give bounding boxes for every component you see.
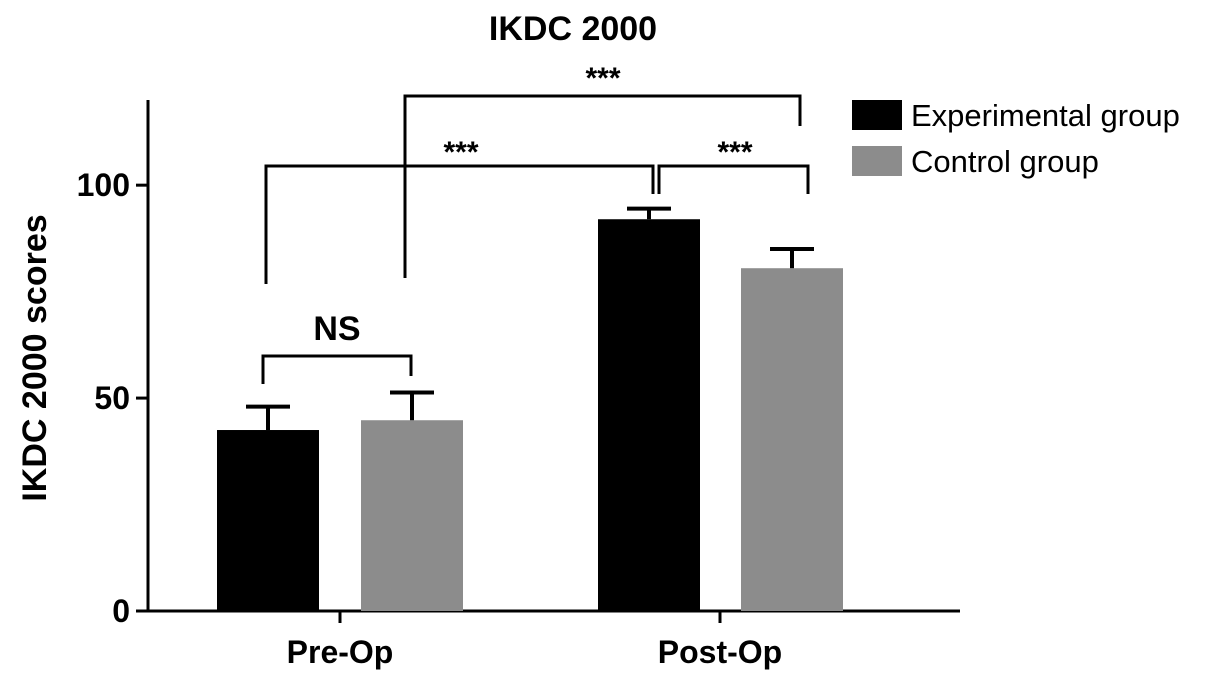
significance-label: *** xyxy=(443,136,478,169)
legend-swatch xyxy=(852,100,902,130)
error-bars-group xyxy=(246,206,814,431)
bar xyxy=(741,268,843,611)
legend-label: Control group xyxy=(911,144,1099,179)
x-tick-label: Post-Op xyxy=(658,634,782,670)
x-tick-label: Pre-Op xyxy=(287,634,394,670)
significance-bracket xyxy=(403,94,802,278)
y-tick-label: 0 xyxy=(112,593,130,629)
chart-title: IKDC 2000 xyxy=(489,10,657,48)
y-tick-label: 50 xyxy=(94,380,130,416)
bar xyxy=(217,430,319,611)
bar xyxy=(598,219,700,611)
significance-bracket xyxy=(261,354,413,384)
bars-group xyxy=(217,219,843,611)
bar xyxy=(361,420,463,611)
significance-bracket xyxy=(264,164,655,284)
legend-label: Experimental group xyxy=(911,98,1180,133)
legend-swatch xyxy=(852,146,902,176)
significance-label: *** xyxy=(585,62,620,95)
y-axis-label: IKDC 2000 scores xyxy=(16,214,54,501)
significance-label: *** xyxy=(717,136,752,169)
y-tick-label: 100 xyxy=(77,167,130,203)
significance-bracket xyxy=(657,164,810,194)
significance-label: NS xyxy=(313,310,360,348)
legend: Experimental group Control group xyxy=(852,98,1180,179)
significance-annotations: NS *** *** *** xyxy=(261,62,810,384)
